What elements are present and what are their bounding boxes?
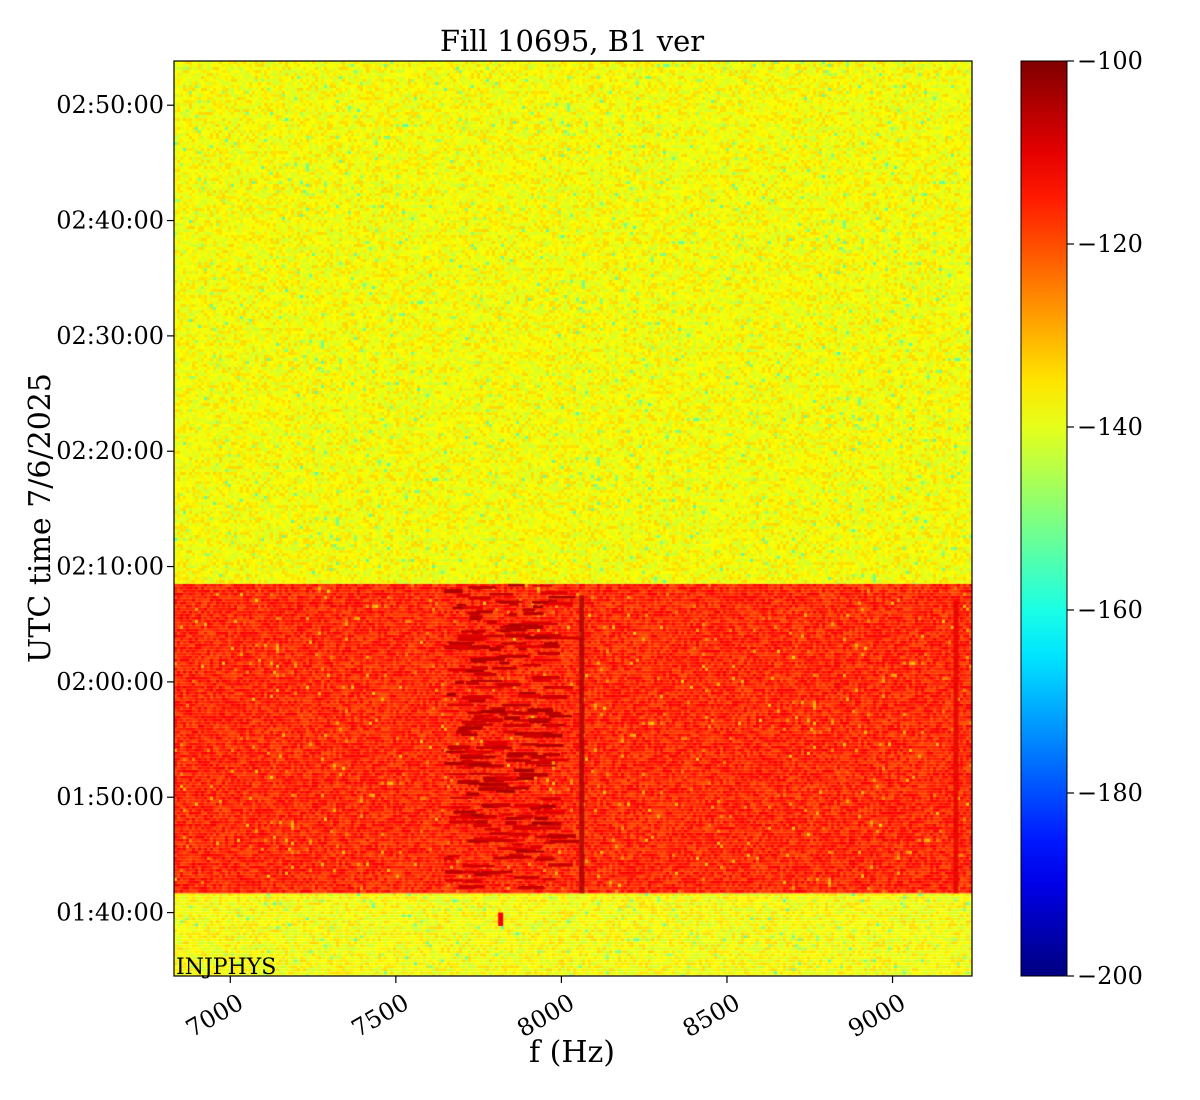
x-tick-label: 7000 (181, 988, 248, 1043)
y-axis: 01:40:00 01:50:00 02:00:00 02:10:00 02:20:00… (56, 91, 174, 927)
y-tick-label: 01:50:00 (56, 783, 164, 811)
y-tick-label: 02:50:00 (56, 91, 164, 119)
colorbar-axis: −100 −120 −140 −160 −180 −200 (1067, 47, 1143, 990)
y-tick-label: 02:30:00 (56, 322, 164, 350)
colorbar-tick-label: −200 (1077, 962, 1143, 990)
y-tick-label: 02:20:00 (56, 437, 164, 465)
annotation-label: INJPHYS (176, 955, 276, 980)
x-axis-label: f (Hz) (529, 1035, 615, 1070)
y-tick-label: 02:10:00 (56, 553, 164, 581)
colorbar-tick-label: −180 (1077, 779, 1143, 807)
y-axis-label: UTC time 7/6/2025 (23, 373, 58, 663)
x-axis: 7000 7500 8000 8500 9000 (181, 976, 910, 1043)
colorbar-tick-label: −100 (1077, 47, 1143, 75)
colorbar-tick-label: −120 (1077, 230, 1143, 258)
x-tick-label: 7500 (347, 988, 414, 1043)
plot-frame (173, 60, 973, 977)
chart-title: Fill 10695, B1 ver (440, 24, 704, 58)
heatmap-image (174, 61, 972, 976)
y-tick-label: 02:00:00 (56, 668, 164, 696)
x-tick-label: 8500 (678, 988, 745, 1043)
colorbar-tick-label: −140 (1077, 413, 1143, 441)
y-tick-label: 02:40:00 (56, 207, 164, 235)
heatmap-raster (174, 61, 972, 976)
x-tick-label: 9000 (843, 988, 910, 1043)
y-tick-label: 01:40:00 (56, 899, 164, 927)
colorbar (1020, 60, 1068, 977)
colorbar-tick-label: −160 (1077, 596, 1143, 624)
